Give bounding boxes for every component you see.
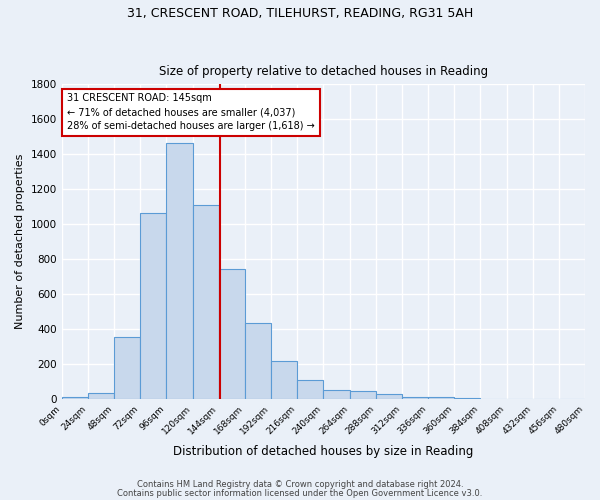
- Bar: [62, 398, 88, 399]
- Y-axis label: Number of detached properties: Number of detached properties: [15, 154, 25, 329]
- Bar: [245, 323, 271, 399]
- Bar: [350, 392, 376, 399]
- Text: Contains HM Land Registry data © Crown copyright and database right 2024.: Contains HM Land Registry data © Crown c…: [137, 480, 463, 489]
- Bar: [323, 390, 350, 399]
- Bar: [193, 204, 218, 399]
- Title: Size of property relative to detached houses in Reading: Size of property relative to detached ho…: [159, 66, 488, 78]
- Bar: [297, 380, 323, 399]
- Text: Contains public sector information licensed under the Open Government Licence v3: Contains public sector information licen…: [118, 489, 482, 498]
- Bar: [428, 398, 454, 399]
- Bar: [402, 396, 428, 399]
- Bar: [376, 394, 402, 399]
- Bar: [271, 360, 297, 399]
- Bar: [454, 398, 481, 399]
- Text: 31 CRESCENT ROAD: 145sqm
← 71% of detached houses are smaller (4,037)
28% of sem: 31 CRESCENT ROAD: 145sqm ← 71% of detach…: [67, 94, 315, 132]
- X-axis label: Distribution of detached houses by size in Reading: Distribution of detached houses by size …: [173, 444, 473, 458]
- Bar: [140, 214, 166, 399]
- Bar: [481, 398, 506, 399]
- Bar: [88, 393, 114, 399]
- Bar: [114, 337, 140, 399]
- Bar: [166, 144, 193, 399]
- Bar: [218, 268, 245, 399]
- Text: 31, CRESCENT ROAD, TILEHURST, READING, RG31 5AH: 31, CRESCENT ROAD, TILEHURST, READING, R…: [127, 8, 473, 20]
